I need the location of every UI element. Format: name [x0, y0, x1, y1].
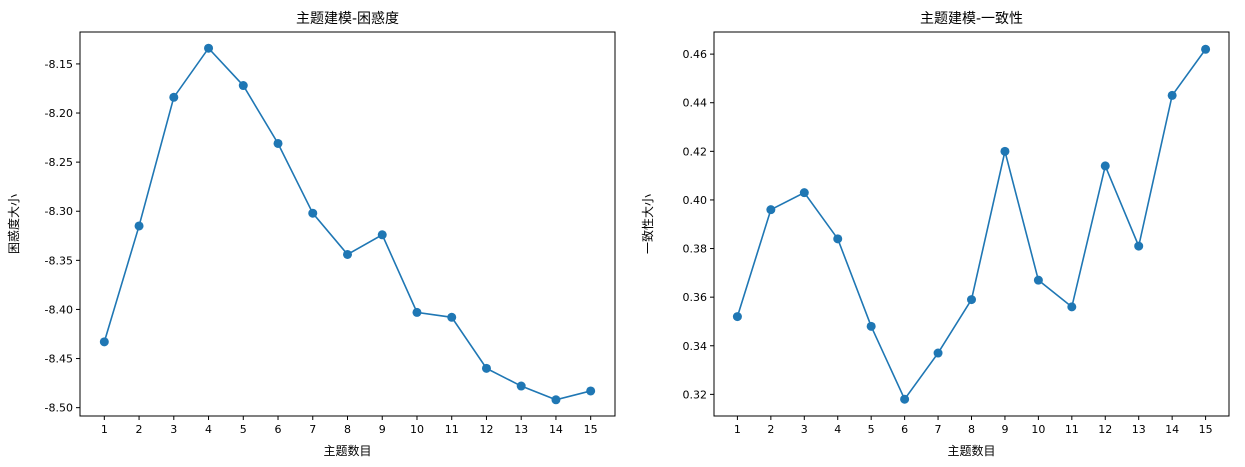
data-point: [900, 394, 910, 404]
series-line: [103, 46, 591, 401]
data-point: [766, 205, 776, 215]
y-tick-label: -8.45: [45, 353, 73, 366]
data-point: [343, 249, 352, 259]
x-tick-label: 5: [240, 423, 247, 436]
x-tick-label: 4: [205, 423, 212, 436]
data-point: [1134, 241, 1144, 251]
x-tick-label: 6: [275, 423, 282, 436]
x-tick-label: 6: [901, 423, 908, 436]
x-tick-label: 3: [801, 423, 808, 436]
x-tick-label: 11: [445, 423, 459, 436]
y-tick-label: -8.30: [45, 205, 73, 218]
x-tick-label: 2: [767, 423, 774, 436]
data-point: [169, 92, 179, 102]
y-tick-label: -8.15: [45, 58, 73, 71]
data-point: [412, 307, 422, 317]
data-point: [732, 312, 742, 322]
data-point: [1100, 161, 1110, 171]
chart-title: 主题建模-一致性: [920, 11, 1023, 27]
x-tick-label: 15: [584, 423, 598, 436]
plot-frame: [79, 31, 616, 417]
data-point: [586, 386, 596, 396]
series-line: [736, 48, 1207, 401]
data-point: [134, 221, 144, 231]
x-tick-label: 12: [479, 423, 493, 436]
data-point: [551, 395, 561, 405]
data-point: [1167, 90, 1177, 100]
x-axis-label: 主题数目: [323, 443, 371, 458]
x-tick-label: 7: [309, 423, 316, 436]
data-point: [481, 363, 491, 373]
plot-frame: [713, 31, 1230, 417]
data-point: [1000, 146, 1010, 156]
x-tick-label: 3: [170, 423, 177, 436]
data-point: [1033, 275, 1043, 285]
data-point: [1067, 302, 1077, 312]
data-point: [933, 348, 943, 358]
x-tick-label: 10: [1031, 423, 1045, 436]
x-tick-label: 14: [1165, 423, 1179, 436]
x-tick-label: 1: [101, 423, 108, 436]
data-point: [799, 188, 809, 198]
chart-title: 主题建模-困惑度: [296, 11, 399, 27]
y-tick-label: 0.46: [683, 48, 708, 61]
x-tick-label: 8: [344, 423, 351, 436]
x-tick-label: 9: [379, 423, 386, 436]
data-point: [967, 295, 976, 305]
data-point: [516, 381, 526, 391]
y-tick-label: 0.38: [683, 243, 708, 256]
y-tick-label: -8.50: [45, 402, 73, 415]
y-tick-label: 0.36: [683, 291, 708, 304]
x-tick-label: 12: [1098, 423, 1112, 436]
x-tick-label: 1: [734, 423, 741, 436]
data-point: [447, 312, 457, 322]
y-axis-label: 一致性大小: [641, 194, 655, 254]
x-tick-label: 2: [136, 423, 143, 436]
y-tick-label: -8.35: [45, 254, 73, 267]
data-point: [204, 43, 214, 53]
y-tick-label: -8.40: [45, 303, 73, 316]
y-tick-label: 0.32: [683, 388, 708, 401]
x-tick-label: 13: [1132, 423, 1146, 436]
x-tick-label: 11: [1065, 423, 1079, 436]
data-point: [833, 234, 843, 244]
data-point: [866, 321, 876, 331]
y-tick-label: -8.20: [45, 107, 73, 120]
y-axis-label: 困惑度大小: [6, 194, 21, 254]
x-tick-label: 10: [410, 423, 424, 436]
y-tick-label: -8.25: [45, 156, 73, 169]
x-tick-label: 5: [868, 423, 875, 436]
x-axis-label: 主题数目: [947, 443, 995, 458]
data-point: [308, 208, 318, 218]
x-tick-label: 9: [1001, 423, 1008, 436]
x-tick-label: 15: [1199, 423, 1213, 436]
x-tick-label: 4: [834, 423, 841, 436]
data-point: [99, 337, 109, 347]
data-point: [273, 138, 283, 148]
x-tick-label: 14: [549, 423, 563, 436]
y-tick-label: 0.40: [683, 194, 708, 207]
y-tick-label: 0.44: [683, 97, 708, 110]
y-tick-label: 0.34: [683, 340, 708, 353]
x-tick-label: 13: [514, 423, 528, 436]
x-tick-label: 8: [968, 423, 975, 436]
data-point: [1201, 44, 1211, 54]
x-tick-label: 7: [935, 423, 942, 436]
data-point: [238, 81, 248, 91]
data-point: [377, 230, 387, 240]
y-tick-label: 0.42: [683, 145, 708, 158]
